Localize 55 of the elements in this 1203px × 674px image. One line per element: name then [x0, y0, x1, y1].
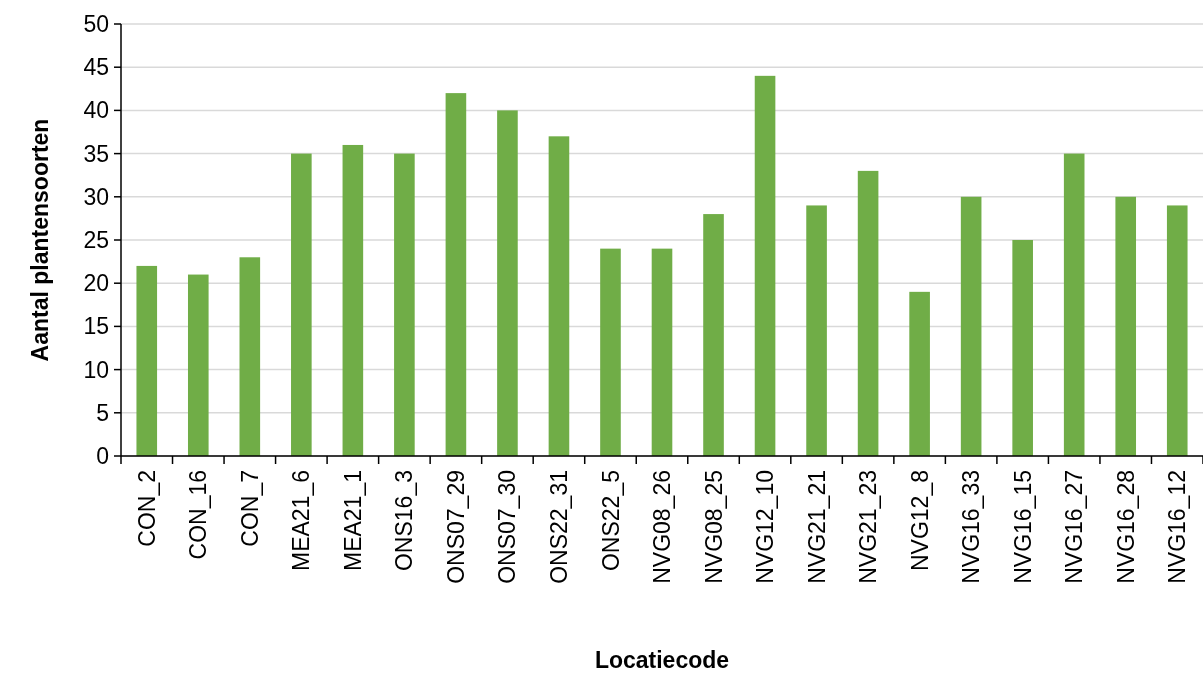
x-tick-label: NVG21_23 — [855, 470, 882, 584]
bar — [857, 170, 879, 456]
bar — [754, 75, 776, 456]
bar — [703, 214, 724, 456]
y-tick-label: 15 — [83, 313, 109, 340]
bar — [600, 248, 621, 456]
bar — [291, 153, 312, 456]
x-tick-label: CON_2 — [133, 470, 160, 547]
bar — [1012, 240, 1033, 456]
bar — [1115, 196, 1137, 456]
bar — [445, 93, 467, 456]
x-tick-label: NVG12_8 — [906, 470, 933, 572]
bar — [497, 110, 518, 456]
x-tick-label: NVG16_33 — [958, 470, 985, 584]
y-tick-label: 30 — [83, 183, 109, 210]
x-tick-label: ONS07_29 — [442, 470, 469, 584]
x-tick-label: NVG08_26 — [649, 470, 676, 584]
x-axis-title: Locatiecode — [594, 647, 730, 673]
x-tick-label: NVG16_15 — [1009, 470, 1036, 584]
y-tick-label: 5 — [96, 399, 109, 426]
bar — [1166, 205, 1188, 456]
y-tick-label: 40 — [83, 97, 109, 124]
bar — [806, 205, 827, 456]
x-tick-label: CON_16 — [185, 470, 212, 560]
y-tick-label: 45 — [83, 54, 109, 81]
x-tick-label: NVG16_27 — [1061, 470, 1088, 584]
y-axis-title: Aantal plantensoorten — [27, 118, 54, 362]
x-tick-label: ONS07_30 — [494, 470, 521, 584]
bar — [187, 274, 209, 456]
x-tick-label: NVG16_28 — [1112, 470, 1139, 584]
y-tick-label: 10 — [83, 356, 109, 383]
x-tick-label: NVG16_12 — [1164, 470, 1191, 584]
x-tick-label: ONS22_31 — [546, 470, 572, 584]
bar — [651, 248, 673, 456]
y-tick-label: 35 — [83, 140, 109, 167]
x-tick-label: MEA21_6 — [288, 470, 315, 572]
bar — [960, 196, 982, 456]
bar — [239, 257, 261, 456]
x-tick-label: NVG08_25 — [700, 470, 727, 584]
x-tick-label: ONS22_5 — [597, 470, 624, 572]
bar — [1063, 153, 1085, 456]
bar — [909, 291, 930, 456]
bar — [136, 265, 158, 456]
y-tick-label: 20 — [83, 270, 109, 297]
bar — [342, 144, 364, 456]
y-tick-label: 50 — [83, 11, 109, 38]
y-tick-label: 0 — [96, 443, 109, 470]
y-tick-label: 25 — [83, 227, 109, 254]
x-tick-label: NVG21_21 — [803, 470, 830, 584]
bar — [548, 136, 570, 456]
x-tick-label: ONS16_3 — [391, 470, 418, 572]
x-tick-label: MEA21_1 — [339, 470, 366, 572]
bar — [394, 153, 415, 456]
x-tick-label: NVG12_10 — [752, 470, 779, 584]
x-tick-label: CON_7 — [236, 470, 263, 547]
